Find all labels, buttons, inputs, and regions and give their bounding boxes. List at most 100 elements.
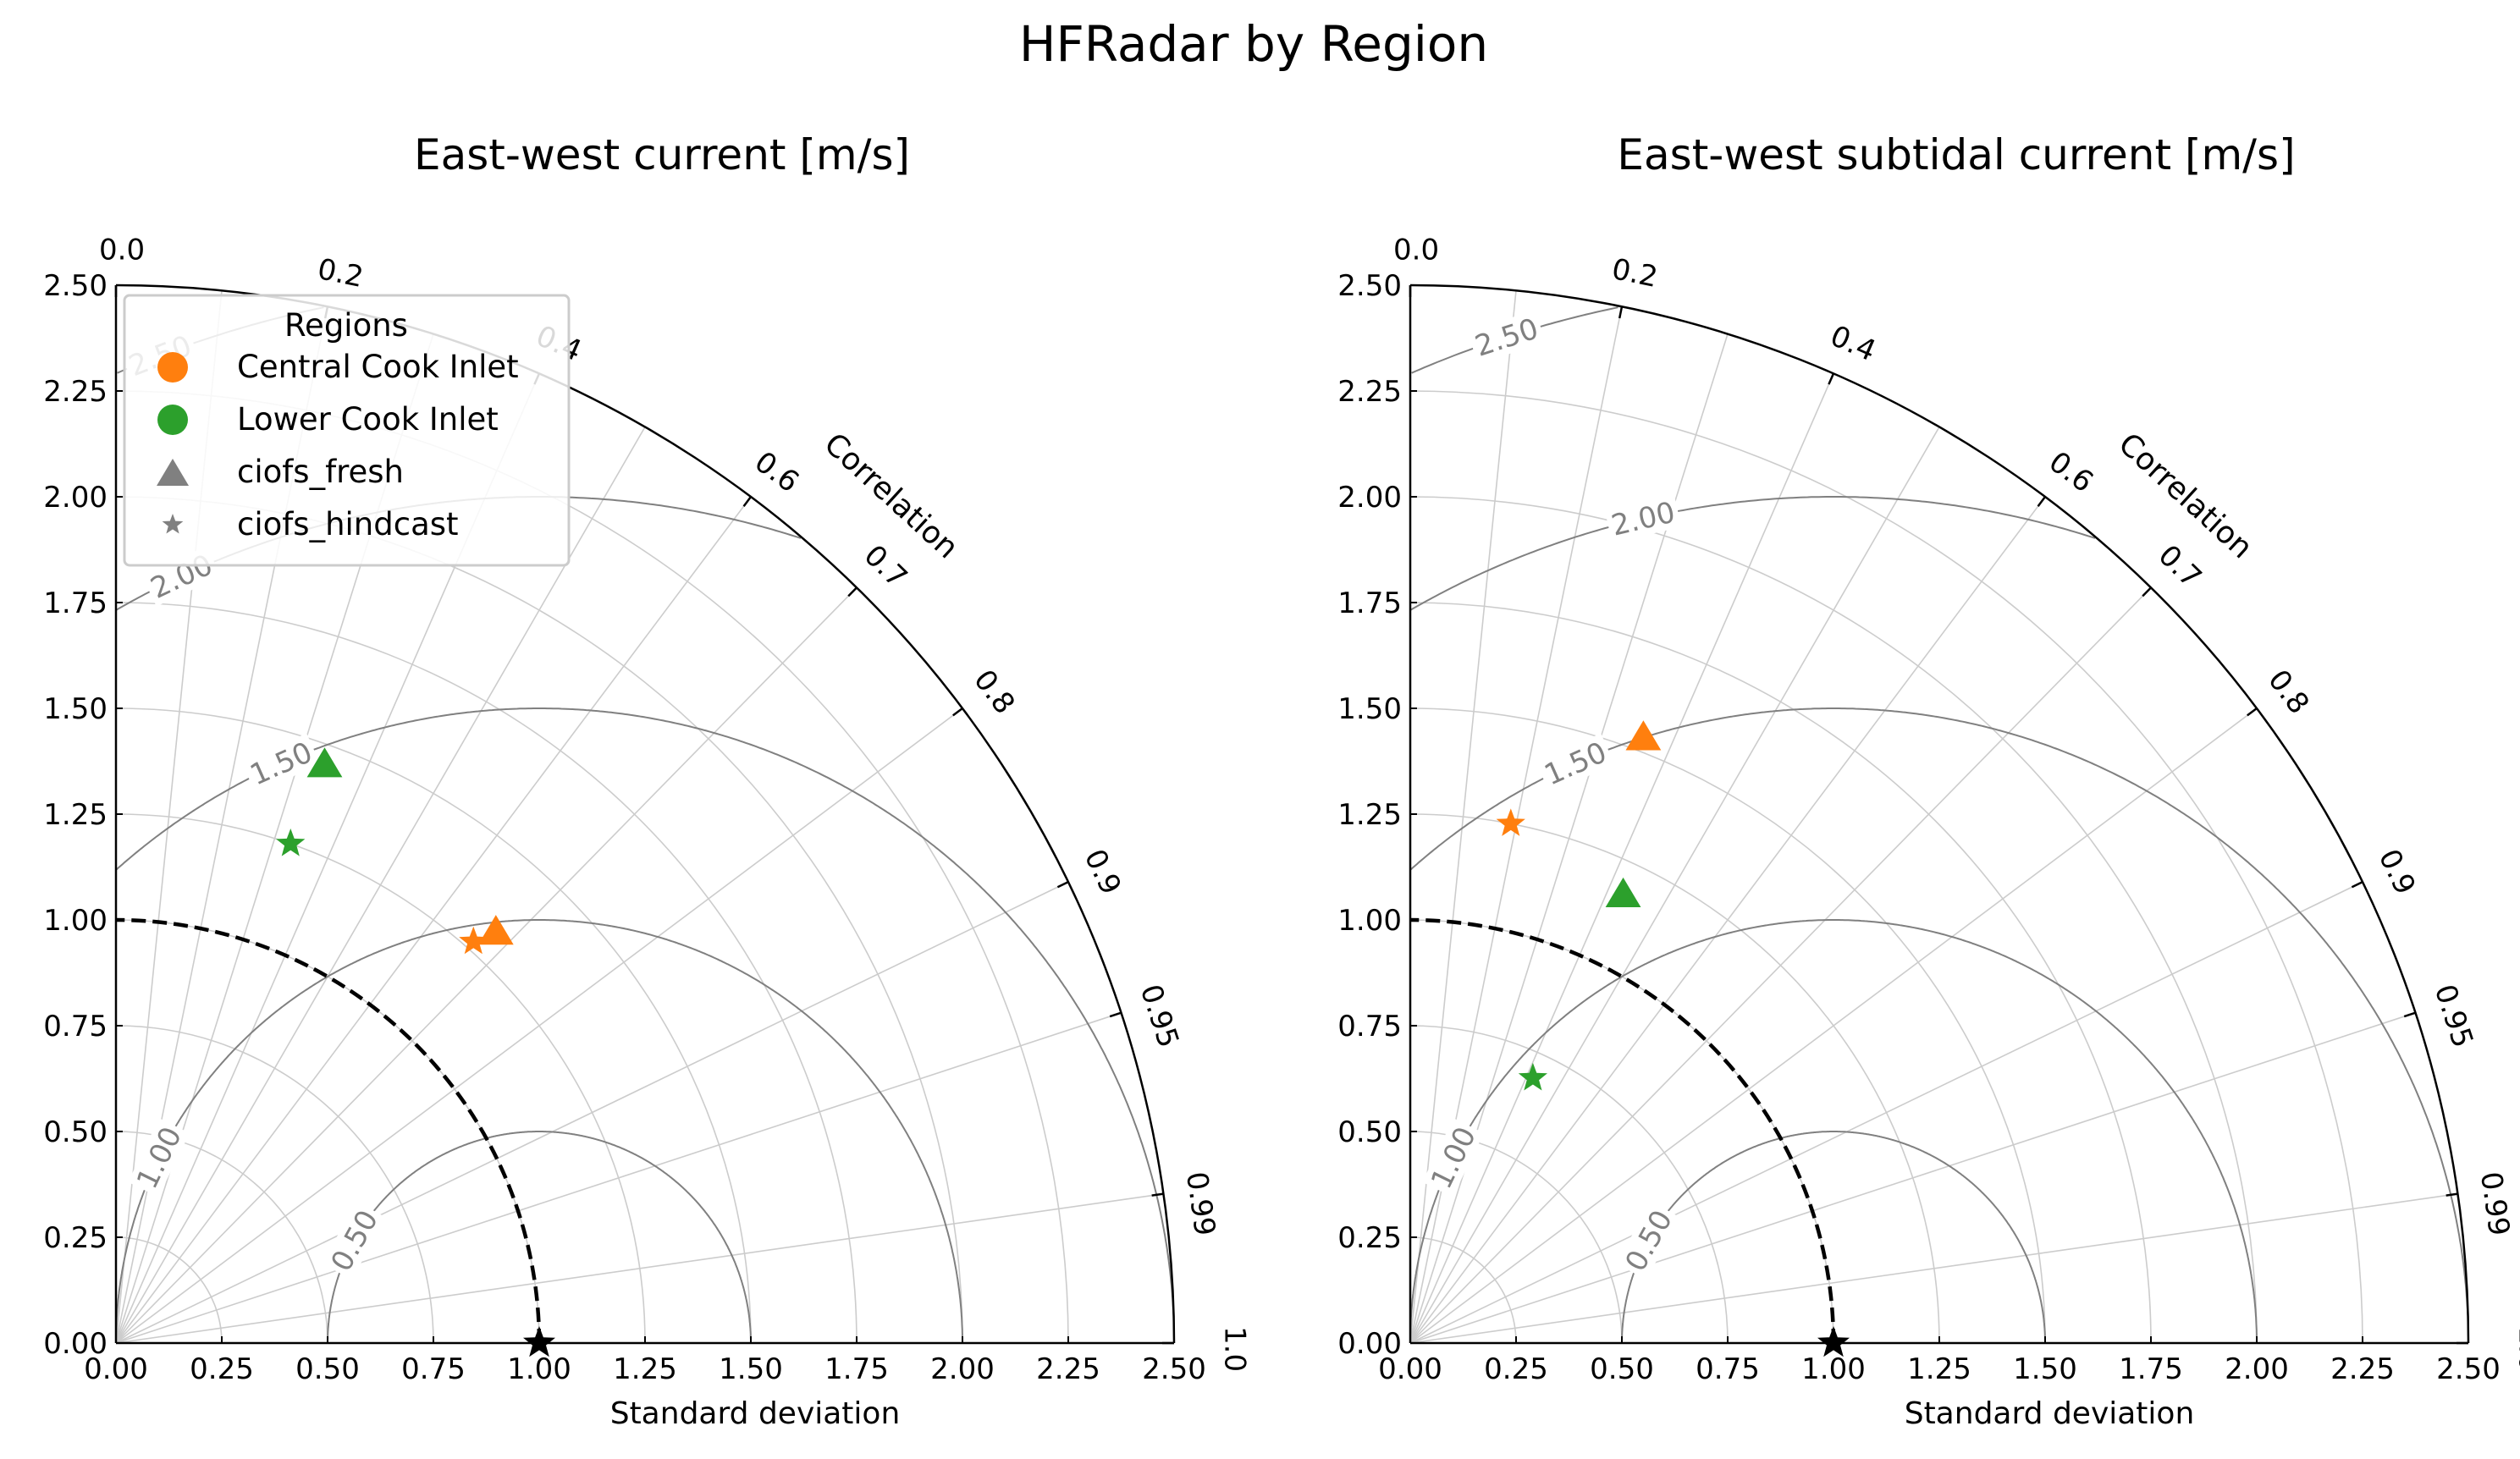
corr-tick: [1109, 1011, 1122, 1018]
corr-tick: [2446, 1192, 2458, 1197]
legend-box: [123, 294, 571, 567]
legend-circle-marker: [157, 352, 188, 383]
std-grid-arc: [115, 813, 646, 1344]
legend-title: Regions: [284, 307, 408, 344]
y-tick-label: 1.75: [1337, 586, 1402, 620]
subplot-title: East-west subtidal current [m/s]: [1617, 130, 2295, 179]
x-tick-label: 1.75: [824, 1352, 889, 1386]
rms-label-bg: [128, 1118, 190, 1197]
legend-entry-label: Lower Cook Inlet: [237, 401, 499, 438]
legend: Regions Central Cook Inlet Lower Cook Inl…: [123, 294, 571, 567]
corr-grid-line: [115, 707, 963, 1344]
corr-grid-line: [115, 1192, 1164, 1344]
std-grid-arc: [1409, 1025, 1729, 1344]
corr-grid-line: [1409, 373, 1834, 1344]
x-tick-label: 1.25: [613, 1352, 677, 1386]
corr-grid-line: [1409, 333, 1729, 1344]
corr-grid-line: [115, 586, 857, 1344]
std-grid-arc: [115, 602, 857, 1344]
y-tick-label: 1.25: [1337, 798, 1402, 832]
std-grid-arc: [115, 1236, 223, 1344]
corr-tick: [2351, 881, 2363, 889]
x-tick-label: 1.50: [719, 1352, 783, 1386]
star-marker-central-cook-inlet: [1496, 808, 1525, 836]
corr-tick-label: 0.7: [2152, 538, 2208, 594]
star-marker-lower-cook-inlet: [1518, 1062, 1547, 1091]
corr-grid-line: [1409, 1011, 2416, 1344]
std-grid-arc: [1409, 390, 2363, 1344]
x-axis-label: Standard deviation: [610, 1396, 901, 1431]
corr-grid-line: [1409, 496, 2046, 1344]
y-tick-label: 0.75: [43, 1010, 108, 1043]
corr-tick-label: 0.95: [2428, 980, 2480, 1051]
rms-contour: [1409, 496, 2096, 611]
y-tick-label: 0.25: [1337, 1221, 1402, 1255]
y-tick-label: 1.50: [1337, 692, 1402, 726]
x-tick-label: 0.50: [1590, 1352, 1654, 1386]
rms-label-bg: [1467, 310, 1546, 365]
star-marker-central-cook-inlet: [459, 926, 488, 955]
corr-tick: [1828, 372, 1835, 385]
corr-grid-line: [1409, 707, 2258, 1344]
corr-tick-label: 0.7: [857, 538, 914, 594]
x-tick-label: 0.00: [1378, 1352, 1442, 1386]
std-grid-arc: [1409, 707, 2046, 1344]
corr-tick-label: 0.6: [748, 445, 805, 499]
corr-tick: [952, 707, 963, 717]
x-tick-label: 0.25: [190, 1352, 254, 1386]
corr-grid-line: [115, 881, 1069, 1344]
legend-entry-label: Central Cook Inlet: [237, 349, 519, 385]
y-tick-label: 2.00: [1337, 481, 1402, 515]
y-tick-label: 1.00: [1337, 904, 1402, 938]
triangle-marker-central-cook-inlet: [1625, 720, 1662, 751]
rms-contour-label: 2.00: [1608, 496, 1679, 543]
legend-entry-label: ciofs_fresh: [237, 454, 404, 490]
rms-label-bg: [1604, 493, 1682, 543]
rms-label-bg: [322, 1201, 387, 1280]
rms-contour-label: 2.50: [1471, 311, 1542, 363]
corr-tick-label: 0.2: [1609, 252, 1661, 295]
y-tick-label: 2.00: [43, 481, 108, 515]
corr-tick: [847, 586, 857, 597]
outer-correlation-arc: [1409, 284, 2470, 1344]
y-tick-label: 1.25: [43, 798, 108, 832]
rms-label-bg: [1422, 1118, 1484, 1197]
y-tick-label: 0.50: [43, 1115, 108, 1149]
x-tick-label: 0.50: [295, 1352, 360, 1386]
legend-circle-marker: [157, 405, 188, 435]
std-grid-arc: [115, 707, 752, 1344]
corr-tick-label: 0.2: [315, 252, 367, 295]
x-tick-label: 1.00: [507, 1352, 571, 1386]
corr-tick-label: 0.6: [2043, 445, 2099, 499]
corr-tick: [1056, 881, 1069, 889]
corr-tick-label: 0.0: [99, 234, 145, 267]
std-grid-arc: [1409, 1236, 1517, 1344]
corr-tick: [2403, 1011, 2416, 1018]
star-marker-lower-cook-inlet: [276, 829, 306, 856]
rms-label-bg: [1616, 1201, 1681, 1280]
triangle-marker-lower-cook-inlet: [306, 747, 343, 778]
corr-tick: [1151, 1192, 1164, 1197]
corr-grid-line: [1409, 586, 2152, 1344]
x-tick-label: 2.50: [1142, 1352, 1206, 1386]
reference-point-star: [1817, 1326, 1850, 1357]
y-tick-label: 2.50: [43, 269, 108, 303]
x-tick-label: 1.75: [2119, 1352, 2183, 1386]
corr-grid-line: [1409, 427, 1940, 1344]
corr-tick-label: 0.0: [1393, 234, 1439, 267]
x-tick-label: 1.00: [1801, 1352, 1866, 1386]
x-tick-label: 0.25: [1484, 1352, 1548, 1386]
x-tick-label: 0.75: [1696, 1352, 1760, 1386]
y-tick-label: 1.50: [43, 692, 108, 726]
taylor-plot-2: East-west subtidal current [m/s] 0.50 1.00…: [1337, 130, 2520, 1431]
reference-point-star: [523, 1326, 555, 1357]
x-axis-label: Standard deviation: [1905, 1396, 2195, 1431]
legend-entry-label: ciofs_hindcast: [237, 506, 459, 542]
reference-std-arc: [1409, 917, 1836, 1344]
corr-tick-label: 0.9: [2372, 844, 2423, 900]
y-tick-label: 2.50: [1337, 269, 1402, 303]
rms-label-bg: [1536, 733, 1615, 794]
reference-std-arc: [115, 917, 542, 1344]
y-tick-label: 0.25: [43, 1221, 108, 1255]
corr-grid-line: [115, 427, 646, 1344]
